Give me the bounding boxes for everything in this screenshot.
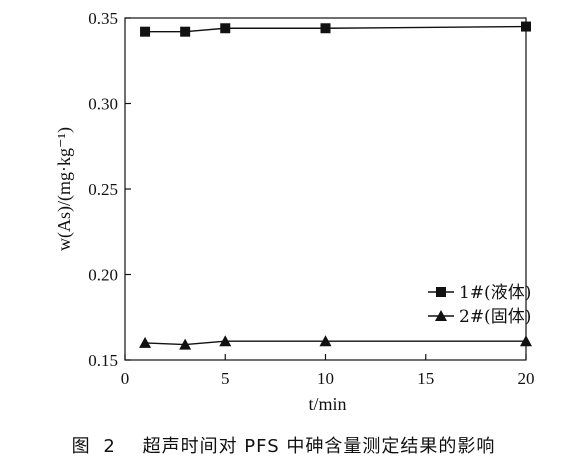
- figure-caption: 图 2 超声时间对 PFS 中砷含量测定结果的影响: [0, 432, 567, 457]
- caption-label: 图: [71, 436, 91, 457]
- x-tick-label-0: 0: [121, 369, 130, 388]
- y-tick-label-2: 0.25: [88, 180, 118, 199]
- x-axis-title: t/min: [308, 394, 346, 414]
- x-tick-label-3: 15: [417, 369, 434, 388]
- chart: 0 5 10 15 20 0.15 0.20 0.25 0.30 0.35 1#(液体) 2#(固体…: [54, 9, 535, 414]
- series-2-point-0: [139, 336, 152, 348]
- series-1-point-0: [140, 26, 151, 37]
- series-1-point-4: [521, 21, 531, 32]
- chart-legend: 1#(液体) 2#(固体): [428, 283, 531, 327]
- series-2-point-3: [319, 335, 332, 347]
- caption-number: 2: [103, 436, 116, 457]
- legend-marker-2: [435, 310, 447, 321]
- y-tick-label-1: 0.20: [88, 266, 118, 285]
- y-tick-label-3: 0.30: [88, 95, 118, 114]
- chart-axes: 0 5 10 15 20 0.15 0.20 0.25 0.30 0.35: [88, 9, 534, 388]
- series-1-point-1: [180, 26, 191, 37]
- legend-label-2: 2#(固体): [459, 307, 531, 327]
- series-1: [140, 21, 531, 37]
- legend-marker-1: [436, 287, 446, 297]
- legend-item-1: 1#(液体): [428, 283, 531, 303]
- series-1-line: [145, 25, 527, 33]
- legend-item-2: 2#(固体): [428, 307, 531, 327]
- chart-series: [139, 21, 532, 350]
- series-2-point-4: [520, 335, 532, 347]
- series-2-point-2: [219, 335, 232, 347]
- series-1-point-2: [220, 23, 231, 34]
- series-2-line: [145, 340, 526, 346]
- series-1-point-3: [320, 23, 331, 34]
- y-tick-label-0: 0.15: [88, 351, 118, 370]
- x-tick-label-1: 5: [221, 369, 230, 388]
- x-tick-label-2: 10: [317, 369, 334, 388]
- y-tick-label-4: 0.35: [88, 9, 118, 28]
- x-tick-label-4: 20: [518, 369, 535, 388]
- legend-label-1: 1#(液体): [459, 283, 531, 303]
- caption-text: 超声时间对 PFS 中砷含量测定结果的影响: [142, 436, 496, 457]
- series-2-point-1: [179, 338, 192, 350]
- series-2: [139, 335, 532, 350]
- y-axis-title: w(As)/(mg·kg⁻¹): [54, 127, 75, 251]
